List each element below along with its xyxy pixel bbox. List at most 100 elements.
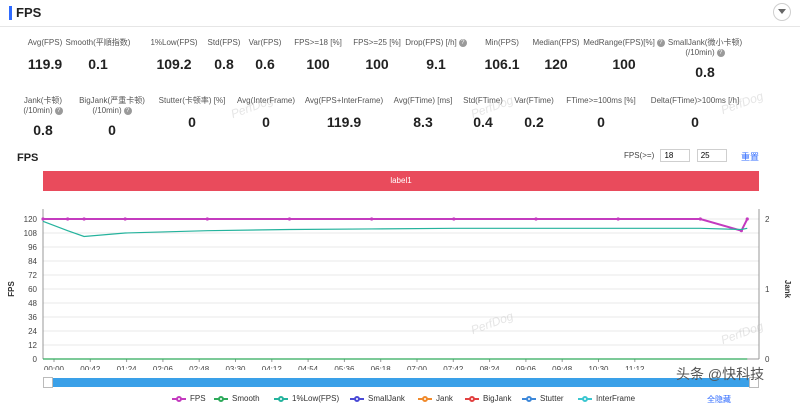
metric-value: 0 <box>691 114 699 130</box>
fps-point <box>370 217 374 221</box>
x-tick-label: 05:36 <box>334 365 355 370</box>
metric-label: BigJank(严重卡顿) <box>79 96 145 105</box>
metric-label: Median(FPS) <box>532 38 580 47</box>
x-tick-label: 11:12 <box>625 365 645 370</box>
metric-value: 0.8 <box>214 56 234 72</box>
metric-label: Jank(卡顿) <box>23 96 63 105</box>
y2-axis-label: Jank <box>783 280 792 299</box>
chevron-down-icon <box>778 9 786 14</box>
metric-label: Drop(FPS) [/h]? <box>376 38 496 48</box>
legend-swatch <box>350 395 364 402</box>
y-tick-label: 96 <box>28 243 37 252</box>
scroll-handle-left[interactable] <box>43 377 53 388</box>
fps-point <box>452 217 456 221</box>
legend-item-fps[interactable]: FPS <box>172 394 206 403</box>
metric-a-6: FPS>=25 [%] 100 <box>317 38 437 72</box>
reset-link[interactable]: 重置 <box>741 152 760 162</box>
metric-label: Smooth(平順指数) <box>65 38 131 47</box>
metric-a-8: Min(FPS) 106.1 <box>442 38 562 72</box>
fps-point <box>66 217 70 221</box>
metric-sublabel: (/10min)? <box>645 48 765 58</box>
metric-value: 0 <box>597 114 605 130</box>
legend-label: FPS <box>190 394 206 403</box>
y-tick-label: 48 <box>28 299 37 308</box>
metric-value: 0.2 <box>524 114 544 130</box>
help-icon[interactable]: ? <box>123 106 132 115</box>
metric-value: 9.1 <box>426 56 446 72</box>
metric-sublabel: (/10min)? <box>52 106 172 116</box>
metric-b-1: BigJank(严重卡顿) (/10min)? 0 <box>52 96 172 138</box>
legend-item-stutter[interactable]: Stutter <box>522 394 564 403</box>
fps-filter: FPS(>=) <box>624 149 727 162</box>
metric-label: FPS>=18 [%] <box>294 38 342 47</box>
x-tick-label: 10:30 <box>588 365 609 370</box>
help-icon[interactable]: ? <box>54 106 63 115</box>
metric-a-5: FPS>=18 [%] 100 <box>258 38 378 72</box>
y-tick-label: 120 <box>24 215 38 224</box>
metric-label: MedRange(FPS)[%]? <box>564 38 684 48</box>
metric-value: 0 <box>262 114 270 130</box>
legend-item-bigjank[interactable]: BigJank <box>465 394 511 403</box>
legend-label: Jank <box>436 394 453 403</box>
metric-label: Avg(FPS) <box>27 38 63 47</box>
y-tick-label: 0 <box>33 355 38 364</box>
series-line-1-low-fps- <box>42 220 748 238</box>
y2-tick-label: 2 <box>765 215 770 224</box>
metric-value: 119.9 <box>326 114 362 130</box>
x-tick-label: 04:54 <box>298 365 319 370</box>
metric-label: FPS>=25 [%] <box>353 38 401 47</box>
help-icon[interactable]: ? <box>656 38 665 47</box>
legend-label: Stutter <box>540 394 564 403</box>
x-tick-label: 09:48 <box>552 365 573 370</box>
legend-item-smooth[interactable]: Smooth <box>214 394 260 403</box>
metric-value: 0.8 <box>33 122 53 138</box>
help-icon[interactable]: ? <box>458 38 467 47</box>
fps-threshold-1[interactable] <box>660 149 691 162</box>
metric-label: Min(FPS) <box>485 38 519 47</box>
x-tick-label: 09:06 <box>516 365 537 370</box>
metric-a-9: Median(FPS) 120 <box>496 38 616 72</box>
help-icon[interactable]: ? <box>716 48 725 57</box>
legend-label: SmallJank <box>368 394 405 403</box>
fps-point <box>205 217 209 221</box>
y-tick-label: 12 <box>28 341 37 350</box>
hide-all-link[interactable]: 全隐藏 <box>707 395 731 404</box>
metric-value: 8.3 <box>413 114 433 130</box>
metric-b-0: Jank(卡顿) (/10min)? 0.8 <box>0 96 103 138</box>
brand-watermark: 头条 @快科技 <box>676 366 765 382</box>
metric-a-3: Std(FPS) 0.8 <box>164 38 284 72</box>
collapse-button[interactable] <box>773 3 791 21</box>
legend-swatch <box>522 395 536 402</box>
y-tick-label: 60 <box>28 285 37 294</box>
fps-point <box>123 217 127 221</box>
x-tick-label: 07:00 <box>407 365 428 370</box>
legend-item-interframe[interactable]: InterFrame <box>578 394 635 403</box>
metric-b-3: Avg(InterFrame) 0 <box>206 96 326 130</box>
legend-label: Smooth <box>232 394 260 403</box>
fps-point <box>616 217 620 221</box>
x-tick-label: 03:30 <box>225 365 246 370</box>
legend-label: InterFrame <box>596 394 636 403</box>
x-tick-label: 01:24 <box>117 365 138 370</box>
legend-item-jank[interactable]: Jank <box>418 394 453 403</box>
metric-a-10: MedRange(FPS)[%]? 100 <box>564 38 684 72</box>
fps-threshold-2[interactable] <box>696 149 727 162</box>
metric-label: Avg(FTime) [ms] <box>393 96 453 105</box>
metric-b-6: Std(FTime) 0.4 <box>423 96 543 130</box>
scroll-handle-right[interactable] <box>749 377 759 388</box>
y-tick-label: 72 <box>28 271 37 280</box>
metric-label: 1%Low(FPS) <box>150 38 198 47</box>
legend-item-1-low-fps-[interactable]: 1%Low(FPS) <box>274 394 339 403</box>
label-bar[interactable]: label1 <box>43 171 759 191</box>
legend-item-smalljank[interactable]: SmallJank <box>350 394 405 403</box>
time-scrollbar[interactable] <box>43 377 759 388</box>
header-accent <box>9 6 12 20</box>
y2-tick-label: 0 <box>765 355 770 364</box>
metric-value: 0.8 <box>695 64 715 80</box>
metric-a-7: Drop(FPS) [/h]? 9.1 <box>376 38 496 72</box>
x-tick-label: 02:48 <box>189 365 210 370</box>
legend-swatch <box>418 395 432 402</box>
metric-value: 109.2 <box>156 56 192 72</box>
x-tick-label: 07:42 <box>443 365 464 370</box>
metric-b-8: FTime>=100ms [%] 0 <box>541 96 661 130</box>
